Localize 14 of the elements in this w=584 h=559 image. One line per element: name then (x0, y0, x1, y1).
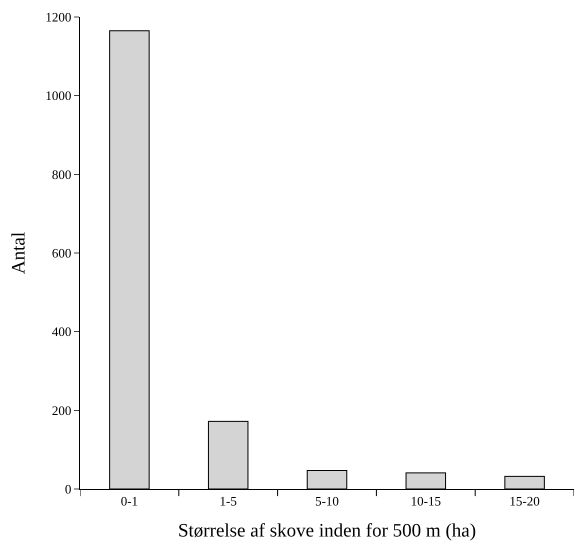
y-tick-label: 1200 (45, 10, 72, 25)
x-tick-label: 10-15 (410, 494, 441, 509)
x-tick-label: 5-10 (315, 494, 339, 509)
y-tick-label: 400 (52, 324, 72, 340)
x-tick-label: 15-20 (509, 494, 540, 509)
x-axis-title: Størrelse af skove inden for 500 m (ha) (178, 520, 476, 542)
y-axis-title: Antal (8, 232, 30, 274)
x-tick-label: 0-1 (120, 494, 138, 509)
y-tick-label: 0 (64, 482, 72, 497)
x-tick-label: 1-5 (220, 494, 237, 509)
y-tick-label: 600 (52, 246, 72, 261)
y-tick-label: 200 (52, 402, 72, 418)
y-tick-label: 1000 (45, 88, 72, 104)
y-tick-label: 800 (52, 166, 72, 182)
